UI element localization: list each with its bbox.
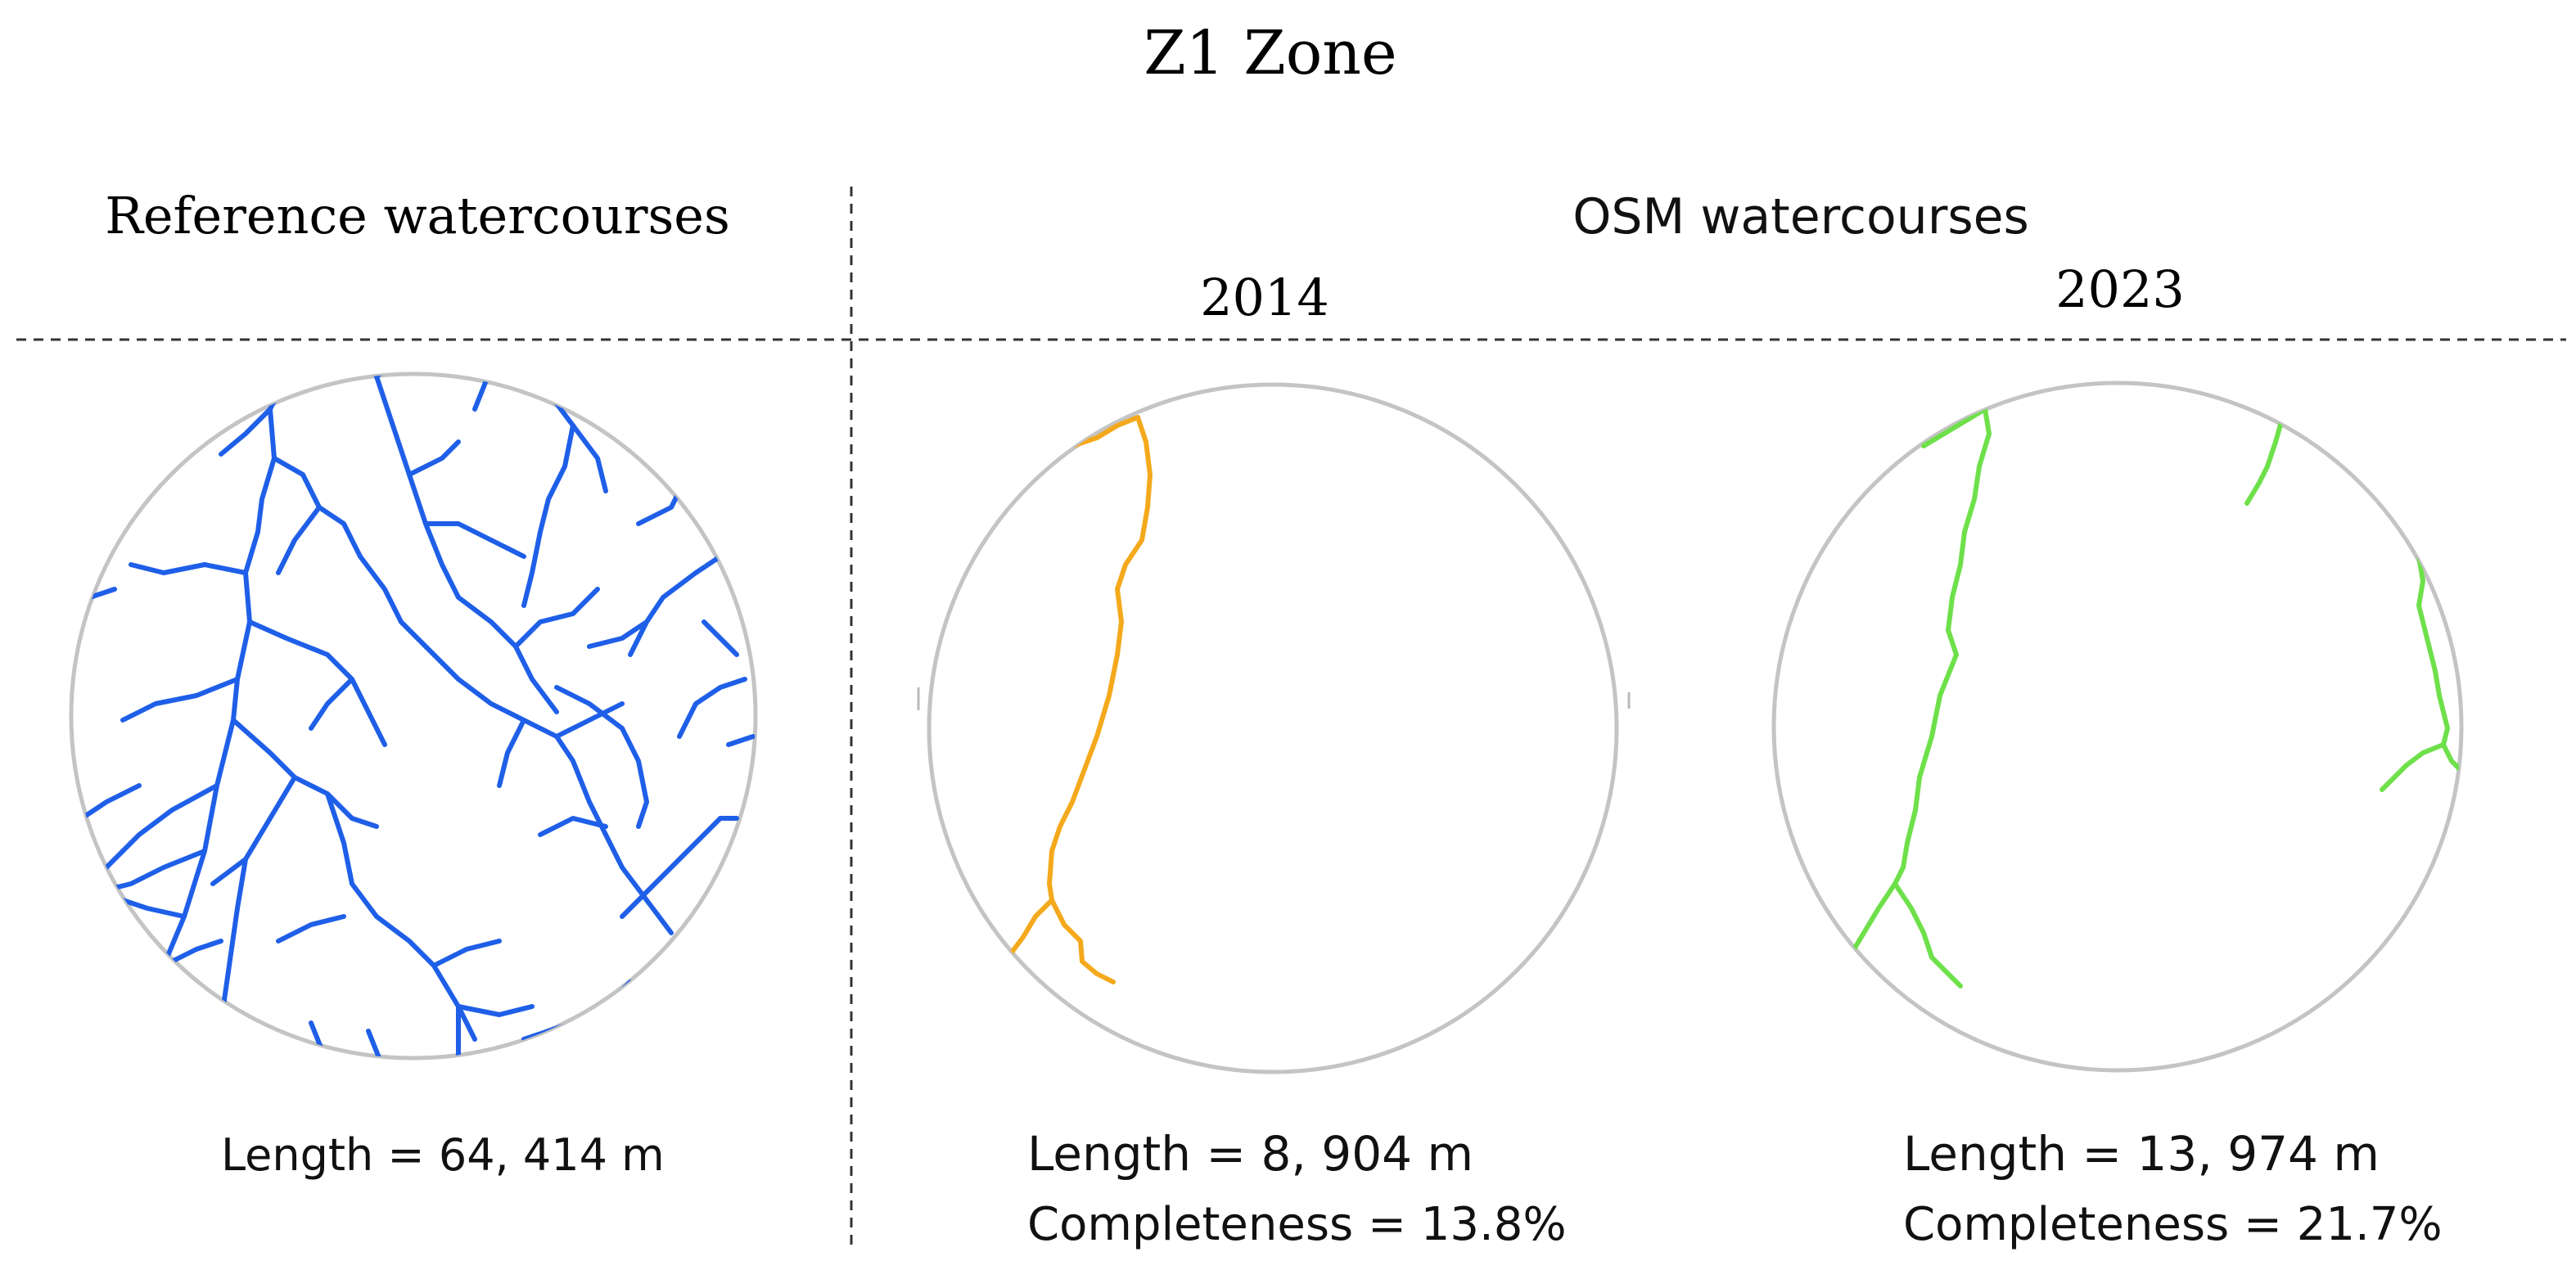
osm-2023-boundary [1771,381,2464,1073]
reference-panel: Length = 64, 414 m [69,372,758,1181]
reference-header: Reference watercourses [105,186,730,245]
year-2014-label: 2014 [1200,268,1329,327]
osm-2014-boundary [927,382,1619,1074]
osm-2023-completeness: Completeness = 21.7% [1903,1198,2443,1251]
osm-2014-panel: Length = 8, 904 m Completeness = 13.8% [917,382,1631,1251]
osm-2023-panel: Length = 13, 974 m Completeness = 21.7% [1771,381,2464,1251]
osm-header: OSM watercourses [1572,188,2029,245]
osm-2014-network [1008,415,1153,984]
reference-length: Length = 64, 414 m [221,1129,665,1181]
osm-2014-completeness: Completeness = 13.8% [1027,1198,1567,1251]
figure-title: Z1 Zone [1144,18,1396,88]
osm-2023-length: Length = 13, 974 m [1903,1126,2380,1182]
reference-boundary [69,372,758,1061]
year-2023-label: 2023 [2055,259,2185,319]
osm-2014-length: Length = 8, 904 m [1027,1126,1473,1182]
osm-2023-network [1852,407,2461,989]
